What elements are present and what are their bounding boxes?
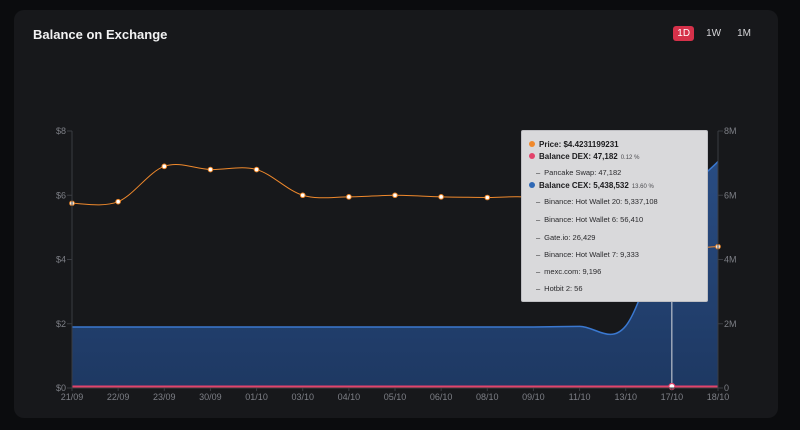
x-tick-label: 17/10: [661, 392, 684, 402]
tooltip-dex-row: Balance DEX: 47,182 0.12 %: [529, 152, 639, 161]
tooltip-cex-item: Binance: Hot Wallet 7: 9,333: [536, 250, 639, 259]
range-1m-button[interactable]: 1M: [737, 28, 751, 39]
x-tick-label: 04/10: [338, 392, 361, 402]
x-tick-label: 08/10: [476, 392, 499, 402]
price-point: [161, 163, 168, 170]
chart-tooltip: Price: $4.4231199231 Balance DEX: 47,182…: [521, 130, 708, 302]
x-tick-label: 13/10: [614, 392, 637, 402]
cex-area: [72, 161, 718, 388]
tooltip-cex-item: Binance: Hot Wallet 20: 5,337,108: [536, 197, 658, 206]
x-tick-label: 05/10: [384, 392, 407, 402]
price-point: [115, 198, 121, 205]
right-tick-label: 4M: [724, 255, 737, 265]
x-tick-label: 18/10: [707, 392, 730, 402]
x-tick-label: 06/10: [430, 392, 453, 402]
right-tick-label: 6M: [724, 190, 737, 200]
tooltip-dex: Balance DEX: 47,182: [539, 152, 618, 161]
x-tick-label: 03/10: [291, 392, 314, 402]
tooltip-dex-item: Pancake Swap: 47,182: [536, 168, 621, 177]
price-point: [346, 194, 352, 200]
price-point: [253, 166, 260, 173]
range-selector: 1D 1W 1M: [673, 26, 755, 41]
tooltip-dex-pct: 0.12 %: [620, 155, 640, 161]
right-tick-label: 0: [724, 383, 729, 393]
x-tick-label: 23/09: [153, 392, 176, 402]
right-tick-label: 8M: [724, 126, 737, 136]
cex-dot-icon: [529, 181, 535, 188]
tooltip-cex-row: Balance CEX: 5,438,532 13.60 %: [529, 181, 654, 190]
x-tick-label: 01/10: [245, 392, 268, 402]
left-tick-label: $8: [56, 126, 66, 136]
price-point: [207, 166, 214, 173]
price-dot-icon: [529, 140, 535, 147]
x-tick-label: 09/10: [522, 392, 545, 402]
right-tick-label: 2M: [724, 319, 737, 329]
tooltip-cex-pct: 13.60 %: [631, 184, 654, 190]
price-point: [299, 192, 306, 199]
left-tick-label: $4: [56, 255, 66, 265]
left-tick-label: $6: [56, 190, 66, 200]
tooltip-price-row: Price: $4.4231199231: [529, 140, 619, 149]
tooltip-cex-item: Gate.io: 26,429: [536, 233, 595, 242]
cex-series-line: [71, 161, 719, 336]
left-tick-label: $2: [56, 319, 66, 329]
dex-dot-icon: [529, 152, 535, 159]
range-1d-button[interactable]: 1D: [673, 26, 695, 41]
tooltip-cex: Balance CEX: 5,438,532: [539, 181, 629, 190]
left-tick-label: $0: [56, 383, 66, 393]
widget-title: Balance on Exchange: [33, 27, 168, 42]
x-tick-label: 21/09: [61, 392, 84, 402]
x-tick-label: 11/10: [569, 392, 591, 402]
x-tick-label: 22/09: [107, 392, 130, 402]
tooltip-cex-item: Hotbit 2: 56: [536, 284, 582, 293]
x-tick-label: 30/09: [199, 392, 222, 402]
price-point: [484, 194, 491, 201]
tooltip-price: Price: $4.4231199231: [539, 140, 619, 149]
tooltip-cex-item: Binance: Hot Wallet 6: 56,410: [536, 215, 643, 224]
range-1w-button[interactable]: 1W: [706, 28, 722, 39]
tooltip-cex-item: mexc.com: 9,196: [536, 267, 601, 276]
price-point: [392, 192, 398, 199]
price-point: [438, 194, 444, 200]
